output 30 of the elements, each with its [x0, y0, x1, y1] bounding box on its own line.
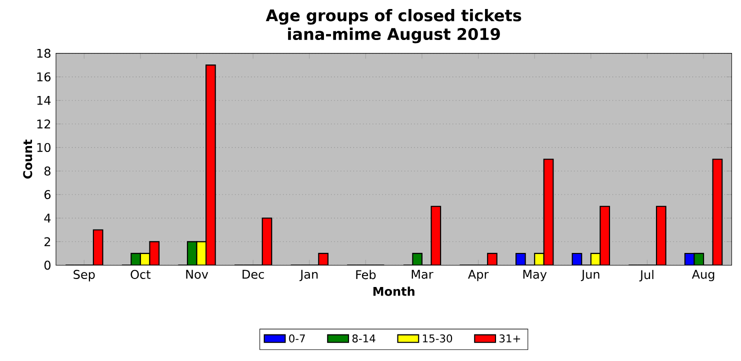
x-tick-label: May [523, 270, 547, 282]
y-tick-label: 16 [37, 72, 51, 82]
legend-label: 8-14 [352, 334, 376, 342]
x-tick-label: Jan [299, 270, 318, 281]
y-tick-label: 10 [37, 142, 50, 152]
x-tick-label: Jun [580, 270, 600, 281]
x-tick-label: Sep [74, 270, 95, 282]
legend-label: 31+ [500, 334, 520, 342]
y-tick-label: 0 [44, 260, 50, 270]
x-tick-label: Aug [692, 270, 714, 282]
y-tick-label: 4 [44, 214, 51, 222]
y-tick-label: 2 [44, 237, 50, 246]
x-tick-label: Jul [639, 270, 654, 282]
x-tick-label: Oct [130, 270, 151, 279]
x-tick-label: Feb [356, 270, 376, 280]
y-axis-title: Count [23, 140, 32, 179]
y-tick-label: 18 [37, 48, 50, 58]
chart-title: Age groups of closed tickets iana-mime August 2019 [266, 8, 522, 44]
legend-label: 0-7 [289, 334, 305, 342]
bar [206, 64, 216, 266]
x-axis-title: Month [373, 286, 414, 296]
y-tick-label: 12 [37, 119, 50, 128]
x-tick-label: Mar [412, 270, 434, 279]
x-tick-label: Dec [242, 270, 264, 279]
y-tick-label: 8 [44, 166, 50, 176]
legend-label: 15-30 [422, 334, 452, 342]
x-tick-label: Apr [468, 270, 489, 282]
x-tick-label: Nov [186, 270, 208, 279]
y-tick-label: 14 [37, 96, 51, 105]
y-tick-label: 6 [44, 190, 51, 200]
